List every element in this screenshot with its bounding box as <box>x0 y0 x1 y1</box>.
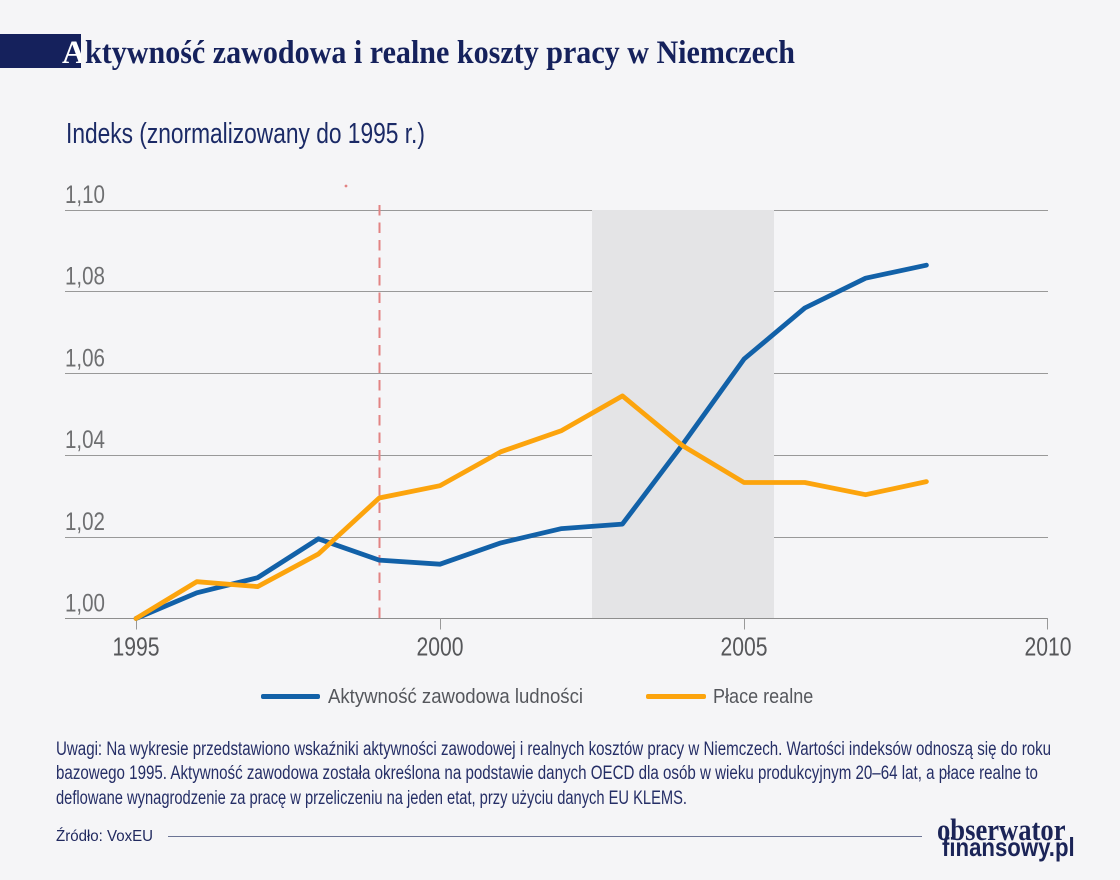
svg-text:1,10: 1,10 <box>65 181 105 209</box>
svg-text:1,00: 1,00 <box>65 590 105 618</box>
svg-text:1,06: 1,06 <box>65 344 105 372</box>
svg-text:2005: 2005 <box>721 632 768 662</box>
svg-text:2000: 2000 <box>417 632 464 662</box>
svg-text:1,02: 1,02 <box>65 508 105 536</box>
svg-text:2010: 2010 <box>1025 632 1072 662</box>
svg-text:1995: 1995 <box>113 632 160 662</box>
svg-text:1,08: 1,08 <box>65 263 105 291</box>
svg-text:1,04: 1,04 <box>65 426 105 454</box>
